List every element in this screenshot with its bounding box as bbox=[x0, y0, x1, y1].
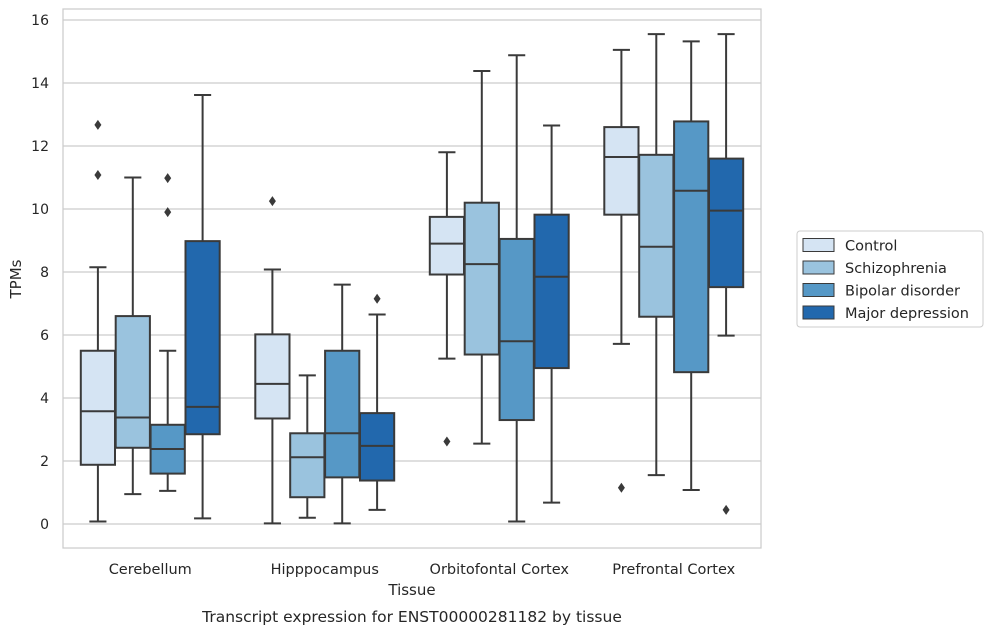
outlier-point bbox=[617, 482, 625, 493]
box-iqr bbox=[603, 126, 640, 216]
x-axis-ticks: Cerebellum Hipppocampus Orbitofontal Corte… bbox=[109, 562, 736, 578]
box-iqr bbox=[289, 432, 326, 499]
y-tick-label: 10 bbox=[31, 202, 49, 218]
box-iqr bbox=[324, 349, 361, 479]
box-2-1 bbox=[463, 70, 500, 445]
legend-swatch bbox=[802, 238, 835, 252]
box-1-3 bbox=[358, 293, 396, 511]
y-axis-label: TPMs bbox=[7, 259, 25, 299]
box-3-0 bbox=[603, 48, 640, 493]
box-3-3 bbox=[707, 33, 745, 515]
boxes bbox=[79, 33, 745, 525]
box-iqr bbox=[79, 349, 117, 466]
box-1-0 bbox=[254, 196, 291, 525]
box-1-1 bbox=[289, 374, 326, 519]
box-iqr bbox=[184, 240, 221, 436]
legend-item: Bipolar disorder bbox=[802, 283, 960, 300]
x-tick-label: Orbitofontal Cortex bbox=[430, 562, 570, 578]
box-3-1 bbox=[638, 33, 675, 477]
x-tick-label: Cerebellum bbox=[109, 562, 192, 578]
legend-item: Control bbox=[802, 238, 897, 255]
box-iqr bbox=[463, 201, 500, 356]
x-axis-label: Tissue bbox=[387, 581, 435, 599]
box-0-0 bbox=[79, 119, 117, 523]
legend-item: Major depression bbox=[802, 305, 969, 322]
box-0-2 bbox=[149, 173, 186, 492]
x-tick-label: Hipppocampus bbox=[271, 562, 379, 578]
x-tick-label: Prefrontal Cortex bbox=[612, 562, 735, 578]
legend-frame bbox=[796, 230, 984, 328]
box-iqr bbox=[673, 120, 710, 374]
outlier-point bbox=[443, 436, 451, 447]
outlier-point bbox=[268, 196, 276, 207]
plot-frame bbox=[62, 8, 762, 549]
box-0-1 bbox=[114, 176, 151, 496]
legend-swatch bbox=[802, 260, 835, 275]
legend: Control Schizophrenia Bipolar disorder Majo… bbox=[796, 230, 984, 328]
outlier-point bbox=[164, 173, 172, 184]
chart-caption: Transcript expression for ENST0000028118… bbox=[201, 608, 622, 626]
legend-swatch bbox=[802, 305, 835, 320]
legend-label: Major depression bbox=[845, 306, 969, 322]
y-tick-label: 2 bbox=[40, 454, 49, 470]
box-1-2 bbox=[324, 283, 361, 525]
box-2-0 bbox=[428, 151, 466, 447]
box-iqr bbox=[428, 215, 466, 276]
y-tick-label: 8 bbox=[40, 265, 49, 281]
y-axis-ticks: 0 2 4 6 8 10 12 14 16 bbox=[31, 13, 49, 533]
y-tick-label: 0 bbox=[40, 517, 49, 533]
legend-label: Control bbox=[845, 239, 897, 255]
box-iqr bbox=[533, 213, 570, 370]
outlier-point bbox=[164, 207, 172, 218]
legend-swatch bbox=[802, 283, 835, 297]
outlier-point bbox=[373, 293, 381, 304]
box-0-3 bbox=[184, 93, 221, 520]
box-iqr bbox=[498, 237, 535, 422]
box-iqr bbox=[638, 153, 675, 318]
box-iqr bbox=[707, 157, 745, 289]
y-tick-label: 14 bbox=[31, 76, 49, 92]
outlier-point bbox=[94, 169, 102, 180]
y-tick-label: 16 bbox=[31, 13, 49, 29]
legend-label: Bipolar disorder bbox=[845, 284, 960, 300]
y-tick-label: 12 bbox=[31, 139, 49, 155]
box-3-2 bbox=[673, 40, 710, 491]
y-tick-label: 6 bbox=[40, 328, 49, 344]
outlier-point bbox=[94, 119, 102, 130]
box-2-3 bbox=[533, 124, 570, 504]
box-iqr bbox=[254, 333, 291, 420]
legend-label: Schizophrenia bbox=[845, 261, 947, 277]
legend-item: Schizophrenia bbox=[802, 260, 947, 277]
box-iqr bbox=[114, 315, 151, 449]
box-2-2 bbox=[498, 54, 535, 523]
outlier-point bbox=[722, 504, 730, 515]
y-tick-label: 4 bbox=[40, 391, 49, 407]
